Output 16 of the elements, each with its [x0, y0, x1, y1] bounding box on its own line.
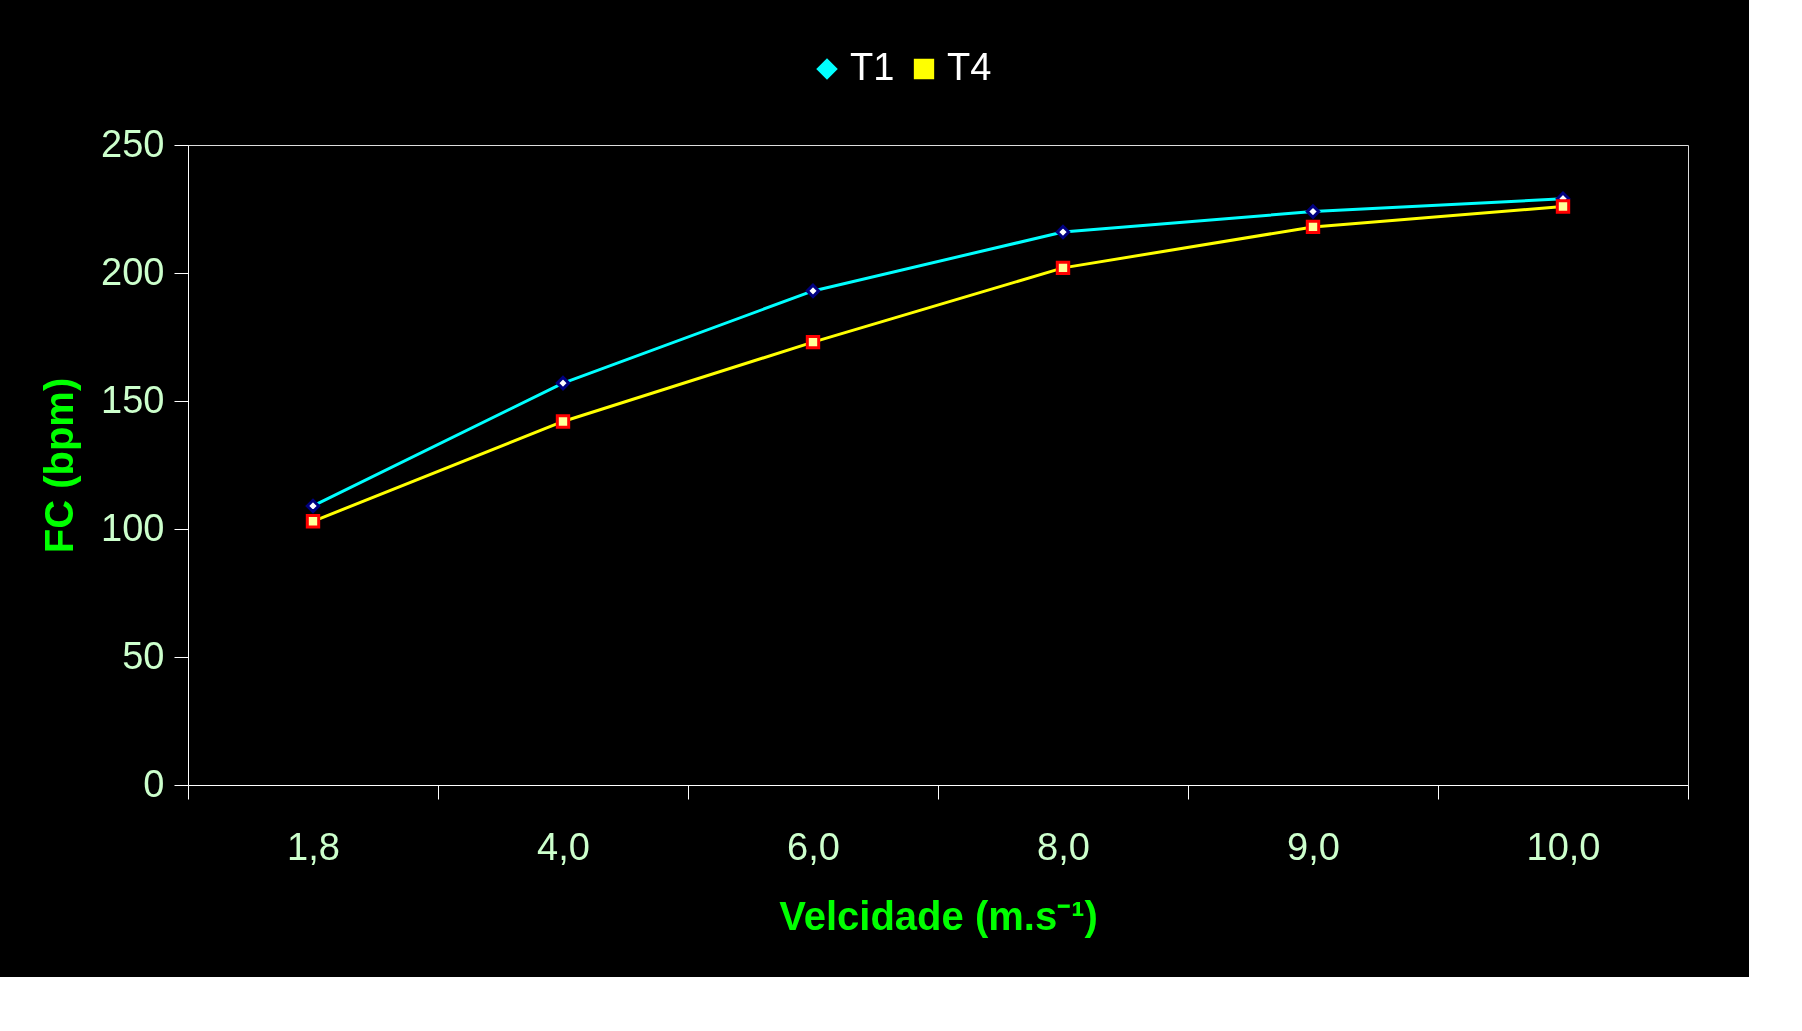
y-tick-label: 100 — [101, 506, 165, 549]
x-tick-label: 8,0 — [1037, 825, 1090, 868]
x-tick-label: 4,0 — [537, 825, 590, 868]
y-tick-label: 250 — [101, 122, 165, 165]
x-tick-label: 10,0 — [1526, 825, 1601, 868]
x-tick-label: 6,0 — [787, 825, 840, 868]
y-tick-label: 0 — [143, 762, 165, 805]
x-tick-label: 9,0 — [1287, 825, 1340, 868]
legend-label: T1 — [850, 46, 895, 88]
y-tick-label: 50 — [122, 634, 165, 677]
y-tick-label: 200 — [101, 250, 165, 293]
x-axis-title: Velcidade (m.s⁻¹) — [779, 893, 1098, 938]
y-tick-label: 150 — [101, 378, 165, 421]
y-axis-title: FC (bpm) — [37, 377, 82, 554]
x-tick-label: 1,8 — [287, 825, 340, 868]
legend-label: T4 — [947, 46, 992, 88]
